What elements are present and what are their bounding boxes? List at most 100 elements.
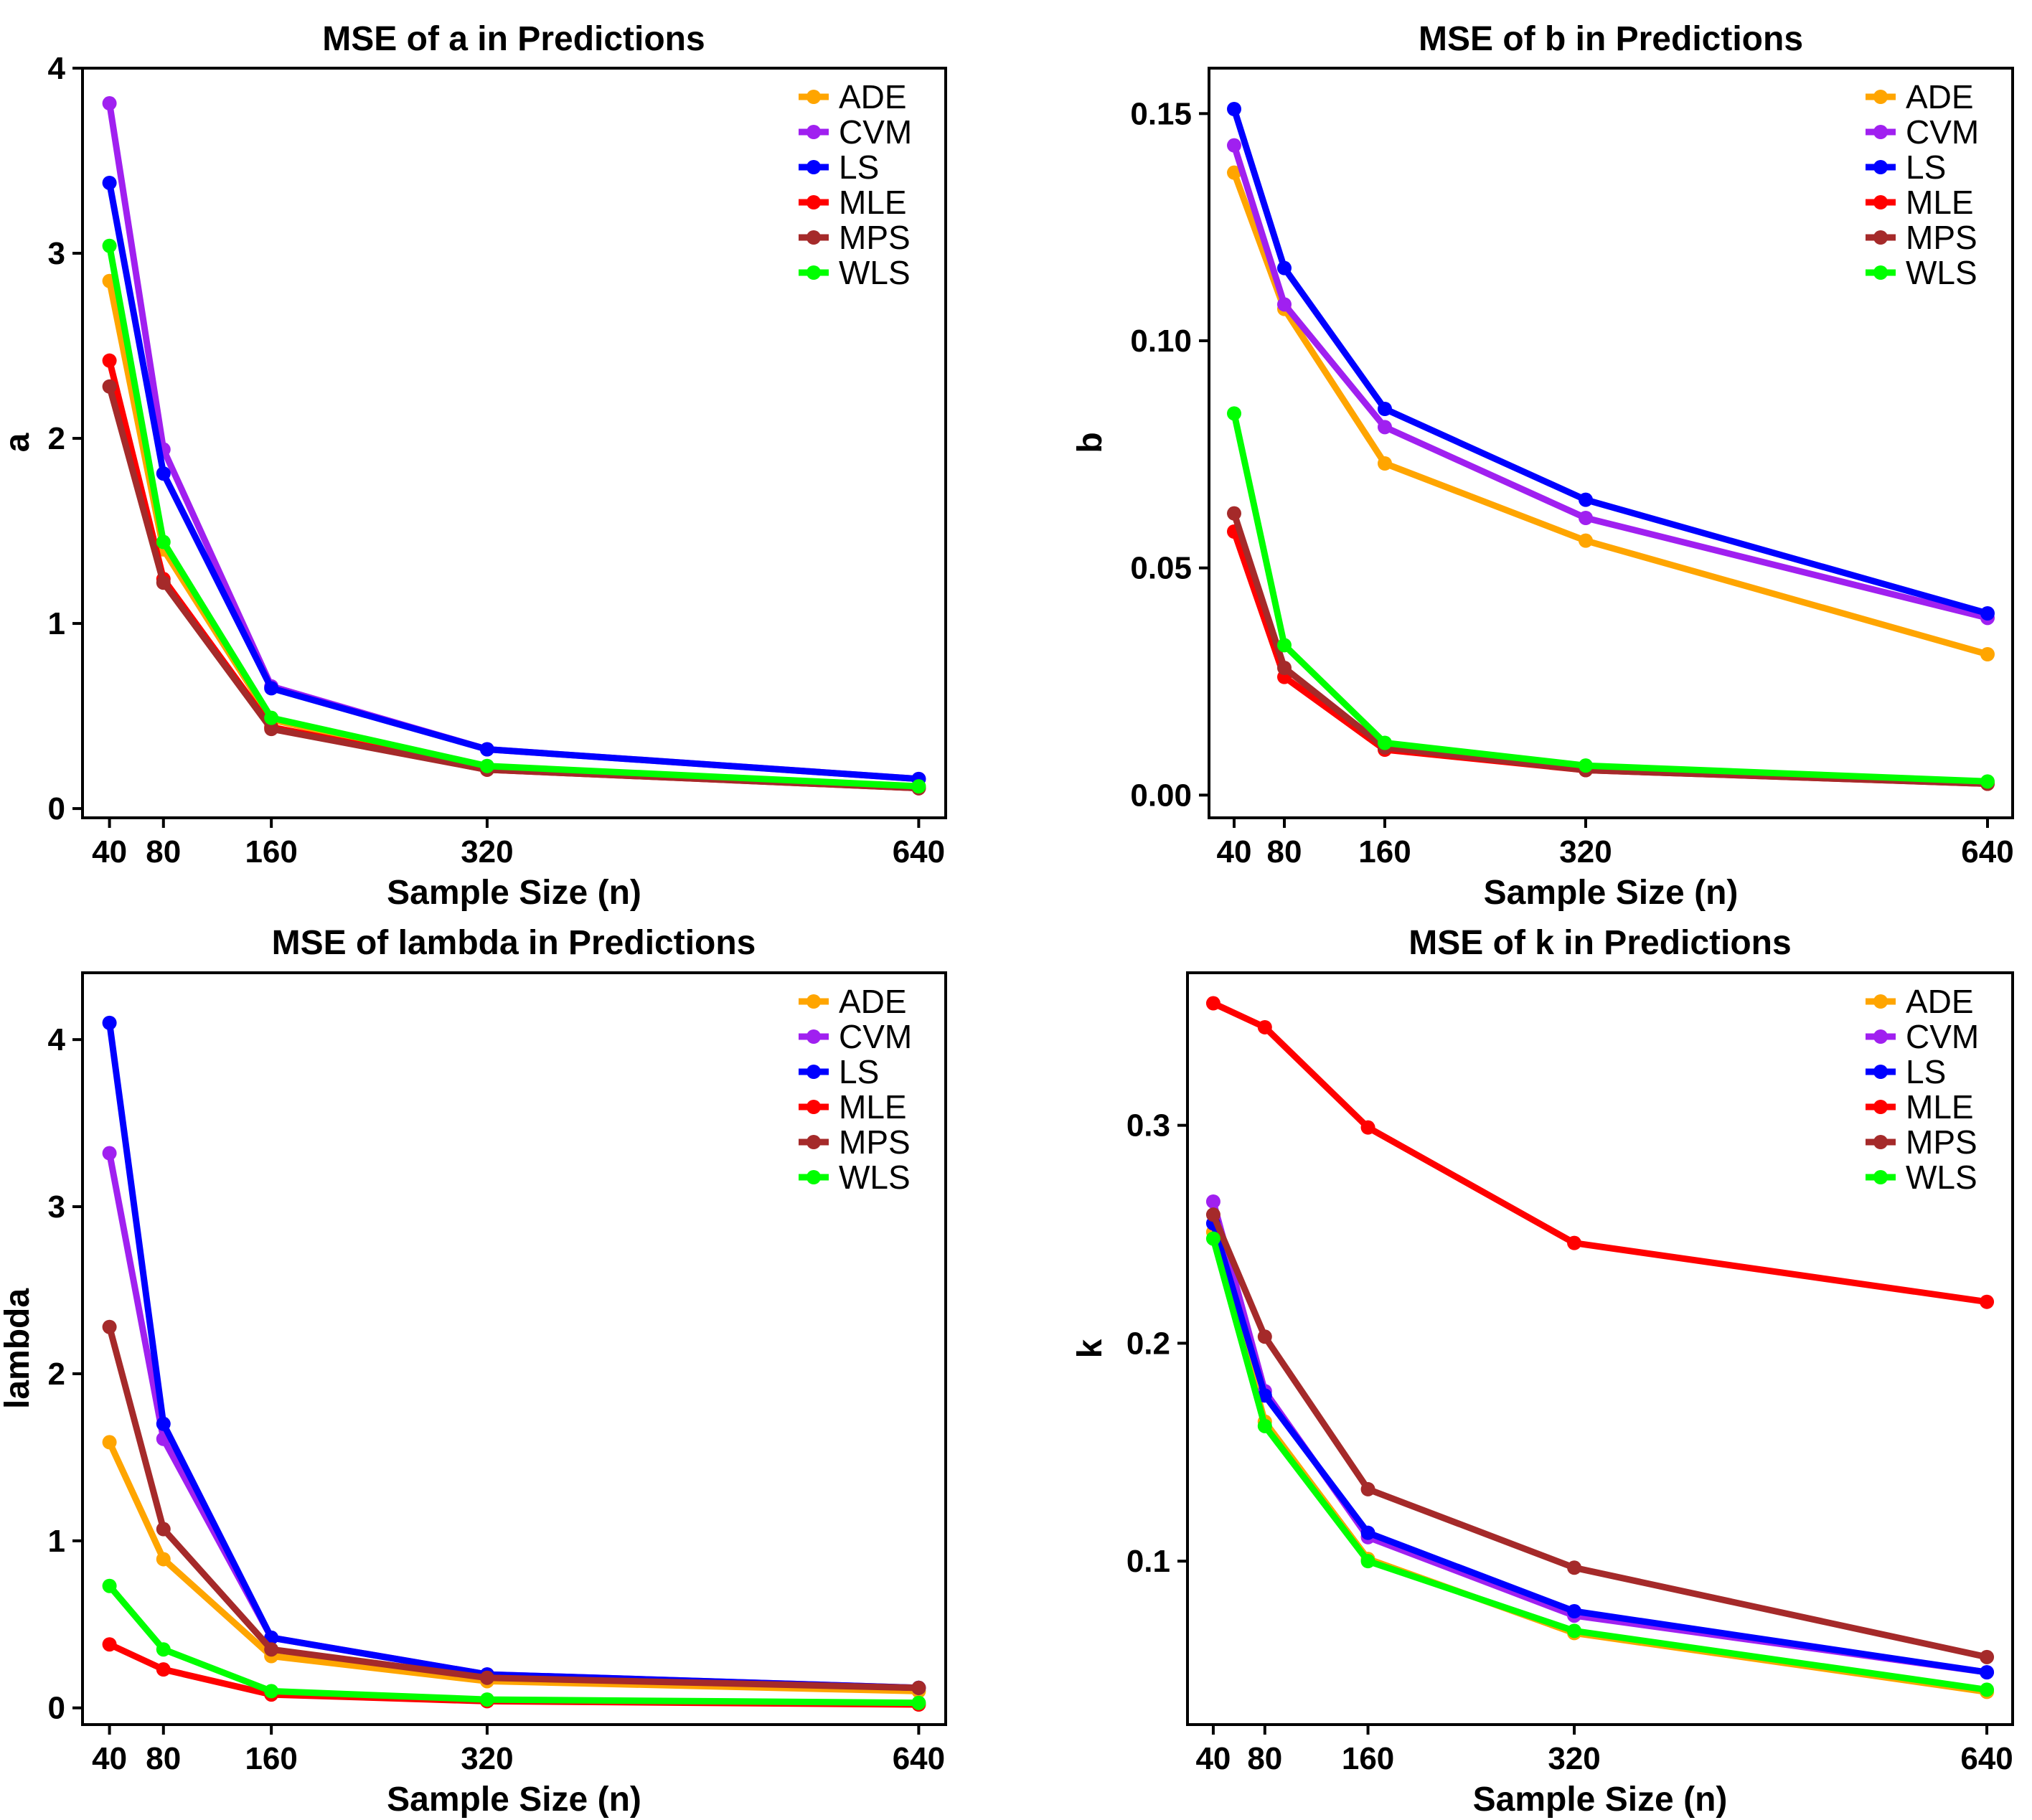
legend-entry: MPS (1906, 219, 1977, 256)
data-point-mle (1257, 1019, 1272, 1034)
legend-entry: ADE (1906, 983, 1974, 1020)
x-axis-title: Sample Size (n) (1473, 1781, 1728, 1819)
y-axis-title: b (1071, 432, 1109, 453)
data-point-ade (102, 1435, 117, 1450)
data-point-wls (1378, 735, 1392, 750)
data-point-ade (1980, 647, 1995, 661)
x-tick-label: 640 (1961, 834, 2013, 869)
data-point-mps (1980, 1649, 1995, 1664)
data-point-ls (156, 1416, 171, 1431)
data-point-ls (1257, 1388, 1272, 1403)
legend-key-point (806, 1170, 821, 1184)
y-axis-title: lambda (0, 1288, 37, 1409)
y-tick-label: 1 (48, 1524, 65, 1559)
legend-key-point (806, 994, 821, 1009)
data-point-mps (1227, 506, 1241, 521)
data-point-wls (479, 758, 494, 773)
legend-key-point (806, 160, 821, 174)
x-tick-label: 160 (245, 834, 297, 869)
y-tick-label: 0 (48, 1691, 65, 1726)
x-tick-label: 320 (1548, 1741, 1600, 1776)
y-tick-label: 0.2 (1126, 1326, 1170, 1361)
legend-entry: WLS (1906, 254, 1977, 291)
data-point-cvm (1227, 138, 1241, 153)
y-tick-label: 0.3 (1126, 1108, 1170, 1144)
legend-entry: MLE (1906, 1088, 1974, 1126)
legend-entry: WLS (839, 1159, 911, 1196)
plot-frame (1186, 971, 2014, 1726)
plot-frame (1208, 67, 2014, 819)
legend-key-point (1873, 1170, 1888, 1184)
data-point-mps (1360, 1481, 1375, 1496)
data-point-wls (156, 534, 171, 550)
legend-key-point (1873, 1135, 1888, 1149)
x-tick-label: 160 (245, 1741, 297, 1776)
x-tick-label: 80 (1267, 834, 1302, 869)
legend-entry: CVM (839, 113, 912, 151)
legend-key-point (806, 1065, 821, 1079)
data-point-mps (156, 575, 171, 590)
legend-key-point (1873, 90, 1888, 104)
data-point-mps (1567, 1560, 1582, 1575)
legend-key-point (806, 125, 821, 139)
data-point-ade (1579, 533, 1593, 548)
series-line-mle (1210, 1000, 1990, 1306)
data-point-ls (1980, 606, 1995, 621)
y-tick-label: 3 (48, 1189, 65, 1225)
x-tick-label: 40 (92, 1741, 127, 1776)
panel-mse-k: MSE of k in Predictions 40 80 160 320 640 0.1 0… (1071, 924, 2014, 1819)
x-tick-label: 640 (893, 1741, 945, 1776)
data-point-wls (102, 1578, 117, 1593)
x-tick-label: 80 (146, 834, 181, 869)
data-point-cvm (102, 1146, 117, 1161)
x-tick-label: 80 (1247, 1741, 1282, 1776)
legend-entry: MPS (839, 219, 911, 256)
legend-key-point (806, 265, 821, 280)
data-point-wls (156, 1642, 171, 1657)
y-axis-title: k (1071, 1339, 1109, 1358)
data-point-wls (911, 779, 926, 794)
data-point-mps (264, 1642, 279, 1657)
legend-key-point (1873, 195, 1888, 209)
data-point-mle (102, 353, 117, 368)
data-point-wls (479, 1692, 494, 1707)
legend-key-point (1873, 994, 1888, 1009)
legend-entry: MLE (1906, 184, 1974, 221)
y-tick-label: 0.05 (1130, 551, 1192, 586)
x-axis-title: Sample Size (n) (387, 874, 641, 912)
x-tick-label: 40 (1195, 1741, 1231, 1776)
data-point-ls (102, 175, 117, 190)
series-line-mps (1231, 510, 1991, 787)
data-point-mps (156, 1522, 171, 1537)
x-tick-label: 640 (1960, 1741, 2013, 1776)
legend-entry: MPS (839, 1123, 911, 1161)
legend-entry: CVM (1906, 113, 1979, 151)
x-tick-label: 160 (1342, 1741, 1394, 1776)
series-line-ls (106, 1019, 922, 1692)
data-point-ls (1360, 1525, 1375, 1540)
data-point-ls (1579, 492, 1593, 507)
y-tick-label: 4 (48, 51, 66, 86)
data-point-cvm (1378, 420, 1392, 435)
legend-key-point (1873, 230, 1888, 245)
data-point-ls (264, 681, 279, 696)
chart-title: MSE of a in Predictions (322, 20, 705, 58)
series-line-ade (1210, 1229, 1990, 1695)
series-line-ade (106, 278, 922, 790)
data-point-cvm (102, 96, 117, 111)
y-tick-label: 0.15 (1130, 96, 1192, 131)
legend-entry: MPS (1906, 1123, 1977, 1161)
data-point-ls (1567, 1604, 1582, 1619)
data-point-ls (102, 1015, 117, 1030)
data-point-ls (156, 466, 171, 481)
legend-entry: MLE (839, 184, 907, 221)
x-axis-title: Sample Size (n) (1484, 874, 1739, 912)
data-point-mle (102, 1637, 117, 1652)
x-tick-label: 80 (146, 1741, 181, 1776)
series-line-mle (1231, 528, 1991, 787)
legend-entry: CVM (1906, 1018, 1979, 1055)
legend-key-point (1873, 125, 1888, 139)
data-point-mps (1257, 1329, 1272, 1344)
legend-key-point (806, 90, 821, 104)
